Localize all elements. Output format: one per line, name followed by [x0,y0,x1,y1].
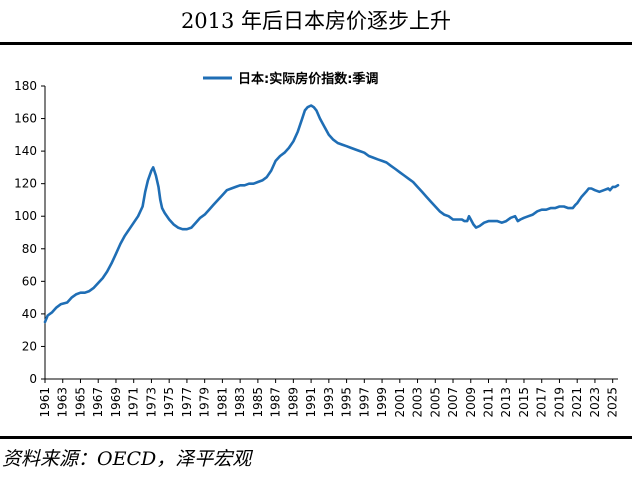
x-tick-label: 2011 [481,387,495,418]
x-tick-label: 2009 [464,387,478,418]
x-tick-label: 1963 [56,387,70,418]
y-tick-label: 120 [14,177,37,191]
x-tick-label: 1997 [357,387,371,418]
x-tick-label: 1999 [375,387,389,418]
y-tick-label: 40 [22,307,37,321]
x-tick-label: 2025 [606,387,620,418]
plot-area [43,104,620,324]
y-tick-label: 80 [22,242,37,256]
x-tick-label: 2023 [588,387,602,418]
x-tick-label: 1965 [73,387,87,418]
legend-label: 日本:实际房价指数:季调 [238,71,378,87]
x-tick-label: 1971 [127,387,141,418]
footer-divider [0,436,632,439]
y-tick-label: 100 [14,209,37,223]
x-tick-label: 1983 [233,387,247,418]
y-tick-label: 160 [14,112,37,126]
x-tick-label: 1967 [91,387,105,418]
x-tick-label: 1979 [198,387,212,418]
x-tick-label: 1973 [144,387,158,418]
x-tick-label: 1995 [340,387,354,418]
x-tick-label: 1981 [215,387,229,418]
y-tick-label: 0 [29,372,37,386]
title-divider [0,42,632,45]
y-tick-label: 60 [22,274,37,288]
x-tick-label: 1993 [322,387,336,418]
line-chart: 日本:实际房价指数:季调 0 20 40 60 80 100 120 140 160 180 196… [14,71,620,418]
x-tick-label: 1987 [269,387,283,418]
x-tick-label: 1991 [304,387,318,418]
x-tick-label: 2021 [570,387,584,418]
series-line [43,104,620,324]
chart-title: 2013 年后日本房价逐步上升 [180,9,452,33]
x-tick-label: 2019 [552,387,566,418]
x-tick-label: 1969 [109,387,123,418]
x-tick-label: 2017 [535,387,549,418]
x-tick-label: 1961 [38,387,52,418]
axes: 0 20 40 60 80 100 120 140 160 180 1961 1963 1965 1967… [14,79,620,418]
y-tick-label: 20 [22,339,37,353]
x-tick-label: 2005 [428,387,442,418]
x-tick-label: 2007 [446,387,460,418]
legend: 日本:实际房价指数:季调 [203,71,378,87]
x-tick-label: 1975 [162,387,176,418]
x-tick-label: 2003 [411,387,425,418]
x-tick-label: 2015 [517,387,531,418]
x-tick-label: 2013 [499,387,513,418]
x-tick-label: 1977 [180,387,194,418]
y-tick-label: 140 [14,144,37,158]
source-note: 资料来源：OECD，泽平宏观 [2,448,252,470]
x-tick-label: 1989 [286,387,300,418]
x-tick-label: 1985 [251,387,265,418]
x-tick-label: 2001 [393,387,407,418]
y-tick-label: 180 [14,79,37,93]
